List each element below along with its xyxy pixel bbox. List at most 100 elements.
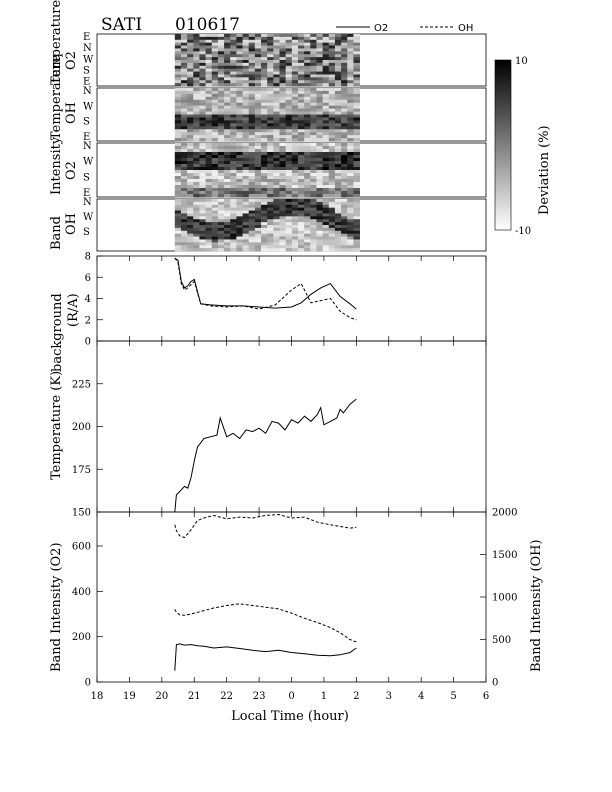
heatmap-cell [217,39,225,44]
heatmap-cell [199,191,206,195]
heatmap-cell [193,99,200,104]
heatmap-cell [285,68,293,72]
heatmap-cell [279,120,287,124]
heatmap-cell [230,149,237,153]
heatmap-cell [205,191,213,195]
heatmap-cell [187,45,194,49]
heatmap-cell [180,152,188,156]
heatmap-cell [236,194,243,198]
heatmap-cell [316,65,324,70]
heatmap-cell [187,245,194,249]
heatmap-cell [187,173,194,177]
heatmap-cell [199,71,206,75]
heatmap-o2-temp-label-2: O2 [64,51,79,70]
heatmap-cell [291,213,299,217]
heatmap-cell [341,225,348,229]
x-tick-label: 23 [253,691,266,702]
heatmap-cell [248,45,256,49]
heatmap-cell [236,213,243,217]
heatmap-cell [193,164,200,168]
heatmap-cell [236,227,243,232]
heatmap-cell [211,152,219,156]
heatmap-cell [180,93,188,98]
legend-o2-label: O2 [374,23,388,34]
heatmap-cell [267,77,274,81]
heatmap-cell [285,90,293,95]
heatmap-cell [347,34,354,38]
heatmap-cell [248,233,256,237]
heatmap-cell [334,129,342,133]
heatmap-cell [248,114,256,118]
heatmap-cell [304,222,311,226]
heatmap-cell [310,201,317,206]
heatmap-cell [211,48,219,52]
heatmap-direction-label: W [83,101,94,112]
heatmap-cell [267,161,274,165]
heatmap-cell [248,54,256,58]
heatmap-cell [328,105,336,110]
heatmap-cell [279,143,287,147]
heatmap-cell [334,60,342,64]
heatmap-cell [242,233,250,237]
heatmap-cell [310,191,317,195]
heatmap-cell [273,126,280,130]
heatmap-cell [174,236,182,240]
heatmap-cell [347,132,354,136]
heatmap-cell [304,77,311,81]
heatmap-cell [230,117,237,121]
heatmap-cell [217,88,225,92]
heatmap-cell [261,227,268,232]
heatmap-cell [261,173,268,177]
heatmap-cell [304,219,311,223]
heatmap-cell [291,245,299,249]
heatmap-cell [199,233,206,237]
heatmap-cell [353,111,360,115]
heatmap-cell [304,102,311,107]
heatmap-cell [174,57,182,61]
heatmap-cell [273,123,280,127]
heatmap-cell [322,114,330,118]
heatmap-cell [187,60,194,64]
heatmap-cell [254,248,262,252]
heatmap-cell [285,77,293,81]
heatmap-cell [267,210,274,214]
heatmap-cell [224,194,231,198]
heatmap-cell [316,213,324,217]
heatmap-cell [279,96,287,101]
heatmap-cell [328,96,336,101]
heatmap-cell [217,185,225,189]
heatmap-cell [236,96,243,101]
heatmap-cell [174,77,182,81]
x-tick-label: 22 [220,691,233,702]
heatmap-cell [261,114,268,118]
heatmap-cell [285,248,293,252]
heatmap-cell [273,201,280,206]
heatmap-cell [193,176,200,180]
heatmap-cell [285,158,293,162]
heatmap-cell [174,242,182,246]
heatmap-cell [341,126,348,130]
heatmap-cell [199,179,206,183]
heatmap-cell [347,88,354,92]
heatmap-cell [285,138,293,142]
heatmap-cell [205,155,213,159]
heatmap-cell [353,210,360,214]
heatmap-cell [304,135,311,139]
heatmap-cell [199,123,206,127]
heatmap-cell [341,227,348,232]
heatmap-cell [254,111,262,115]
heatmap-cell [242,57,250,61]
heatmap-cell [236,239,243,243]
heatmap-cell [310,182,317,186]
heatmap-cell [304,236,311,240]
heatmap-cell [211,149,219,153]
heatmap-cell [341,161,348,165]
heatmap-cell [291,111,299,115]
heatmap-cell [334,225,342,229]
heatmap-cell [334,191,342,195]
heatmap-cell [310,74,317,78]
heatmap-cell [230,245,237,249]
heatmap-cell [217,48,225,52]
heatmap-cell [261,213,268,217]
heatmap-cell [248,213,256,217]
